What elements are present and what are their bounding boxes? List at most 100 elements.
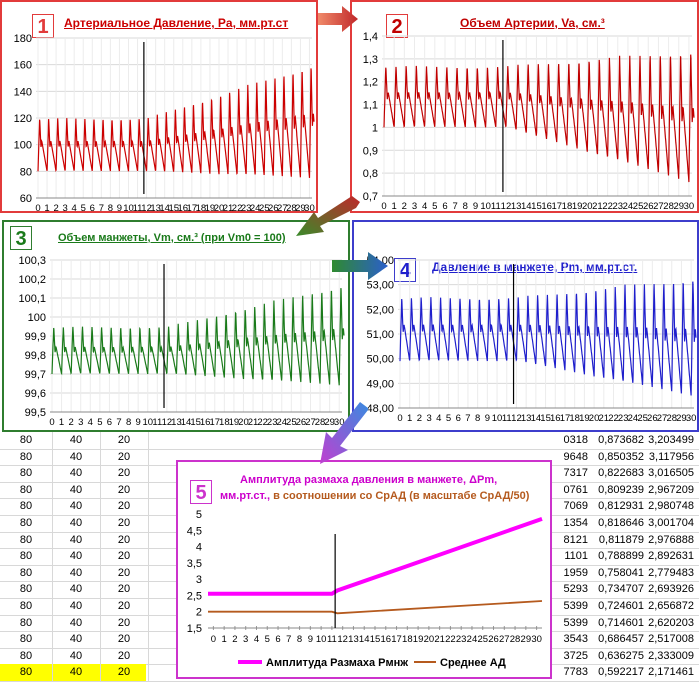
x-tick-label: 30 bbox=[686, 413, 697, 424]
x-tick-label: 6 bbox=[107, 417, 112, 428]
chart-panel-cuff-volume[interactable]: 3 Объем манжеты, Vm, см.³ (при Vm0 = 100… bbox=[2, 220, 350, 432]
table-cell: 20 bbox=[117, 450, 131, 463]
y-tick-label: 1 bbox=[372, 122, 378, 134]
y-tick-label: 48,00 bbox=[366, 403, 394, 415]
table-cell: 7783 bbox=[563, 666, 588, 679]
table-cell: 2,980748 bbox=[648, 500, 694, 513]
x-tick-label: 6 bbox=[90, 203, 95, 213]
x-tick-label: 5 bbox=[97, 417, 102, 428]
chart-panel-artery-volume[interactable]: 2 Объем Артерии, Va, см.³ 1,4 1,3 1,2 1,1 1 0… bbox=[350, 0, 699, 213]
grid-line bbox=[148, 432, 149, 681]
chart-panel-amplitude[interactable]: 5 Амплитуда размаха давления в манжете, … bbox=[176, 460, 552, 679]
x-tick-label: 8 bbox=[108, 203, 113, 213]
x-tick-label: 28 bbox=[510, 634, 521, 645]
table-cell: 2,967209 bbox=[648, 483, 694, 496]
table-cell: 0,636275 bbox=[598, 649, 644, 662]
x-tick-label: 23 bbox=[612, 201, 623, 212]
table-cell: 20 bbox=[117, 483, 131, 496]
x-tick-label: 23 bbox=[618, 413, 629, 424]
x-tick-label: 10 bbox=[492, 413, 503, 424]
cuff-pressure-chart: 54,0053,0052,0051,0050,0049,0048,0001234… bbox=[366, 255, 697, 424]
x-tick-label: 15 bbox=[531, 201, 542, 212]
x-tick-label: 18 bbox=[402, 634, 413, 645]
x-tick-label: 16 bbox=[380, 634, 391, 645]
table-cell: 5399 bbox=[563, 600, 588, 612]
chart-title: Объем манжеты, Vm, см.³ (при Vm0 = 100) bbox=[58, 232, 286, 244]
table-cell: 80 bbox=[19, 550, 33, 563]
artery-volume-chart: 1,41,31,21,110,90,80,70 1 2 3 4 5 6 7 8 9 10 11 12 13… bbox=[363, 31, 695, 212]
x-tick-label: 9 bbox=[485, 413, 490, 424]
table-cell: 2,171461 bbox=[648, 666, 694, 679]
table-cell: 3543 bbox=[563, 633, 588, 646]
y-tick-label: 4 bbox=[196, 542, 202, 554]
x-tick-label: 16 bbox=[177, 203, 188, 213]
y-tick-label: 160 bbox=[14, 60, 32, 72]
x-tick-label: 2 bbox=[68, 417, 73, 428]
y-tick-label: 100,3 bbox=[18, 255, 46, 267]
plot-area: 1,41,31,21,110,90,80,70 1 2 3 4 5 6 7 8 9 10 11 12 13… bbox=[363, 31, 695, 212]
table-cell: 20 bbox=[117, 517, 131, 529]
table-cell: 40 bbox=[69, 500, 83, 513]
table-cell: 80 bbox=[19, 450, 33, 463]
table-cell: 7069 bbox=[563, 500, 588, 513]
x-tick-label: 10 bbox=[480, 201, 491, 212]
x-tick-label: 1 bbox=[222, 634, 227, 645]
x-tick-label: 3 bbox=[426, 413, 431, 424]
x-tick-label: 20 bbox=[214, 203, 225, 213]
table-cell: 0,724601 bbox=[598, 600, 644, 612]
table-cell: 0,758041 bbox=[598, 566, 644, 579]
x-tick-label: 14 bbox=[521, 201, 532, 212]
x-tick-label: 30 bbox=[334, 417, 345, 428]
table-cell: 0,686457 bbox=[598, 633, 644, 646]
legend-label: Среднее АД bbox=[440, 657, 506, 669]
table-cell: 0,822683 bbox=[598, 467, 644, 480]
x-tick-label: 27 bbox=[277, 203, 288, 213]
x-tick-label: 3 bbox=[412, 201, 417, 212]
table-cell: 0,873682 bbox=[598, 434, 644, 446]
x-tick-label: 23 bbox=[456, 634, 467, 645]
x-tick-label: 19 bbox=[572, 201, 583, 212]
x-tick-label: 22 bbox=[445, 634, 456, 645]
chart-title: Объем Артерии, Va, см.³ bbox=[460, 16, 605, 30]
x-tick-label: 7 bbox=[465, 413, 470, 424]
table-cell: 80 bbox=[19, 600, 33, 612]
table-cell: 40 bbox=[69, 649, 83, 662]
table-cell: 0,850352 bbox=[598, 450, 644, 463]
chart-panel-arterial-pressure[interactable]: 1 Артериальное Давление, Pa, мм.рт.ст 18… bbox=[0, 0, 318, 213]
chart-panel-cuff-pressure[interactable]: 4 Давление в манжете, Pm, мм.рт.ст. 54,0… bbox=[352, 220, 699, 432]
panel-number-badge: 5 bbox=[190, 480, 212, 504]
x-tick-label: 18 bbox=[196, 203, 207, 213]
x-tick-label: 0 bbox=[381, 201, 386, 212]
table-cell: 8121 bbox=[563, 533, 588, 546]
x-tick-label: 0 bbox=[211, 634, 216, 645]
table-cell: 80 bbox=[19, 500, 33, 513]
table-cell: 80 bbox=[19, 649, 33, 662]
plot-area: 54,543,532,521,50 1 2 3 4 5 6 7 8 9 10 11 12 13 14 15 16… bbox=[187, 509, 543, 645]
table-cell: 40 bbox=[69, 616, 83, 629]
table-cell: 20 bbox=[117, 666, 131, 679]
x-tick-label: 15 bbox=[168, 203, 179, 213]
x-tick-label: 25 bbox=[637, 413, 648, 424]
x-tick-label: 9 bbox=[473, 201, 478, 212]
x-tick-label: 28 bbox=[666, 413, 677, 424]
series-line bbox=[399, 281, 697, 396]
y-tick-label: 0,9 bbox=[363, 145, 378, 157]
table-cell: 2,656872 bbox=[648, 600, 694, 612]
x-tick-label: 24 bbox=[628, 413, 639, 424]
x-tick-label: 11 bbox=[491, 201, 501, 212]
x-tick-label: 30 bbox=[304, 203, 315, 213]
x-tick-label: 28 bbox=[286, 203, 297, 213]
table-cell: 7317 bbox=[563, 467, 588, 480]
x-tick-label: 8 bbox=[297, 634, 302, 645]
table-cell: 20 bbox=[117, 500, 131, 513]
x-tick-label: 24 bbox=[623, 201, 634, 212]
x-tick-label: 12 bbox=[337, 634, 348, 645]
table-cell: 1354 bbox=[563, 517, 588, 529]
table-cell: 0761 bbox=[563, 483, 588, 496]
legend-label: Амплитуда Размаха Рмнж bbox=[266, 657, 408, 669]
table-cell: 9648 bbox=[563, 450, 588, 463]
x-tick-label: 13 bbox=[348, 634, 359, 645]
y-tick-label: 50,00 bbox=[366, 354, 394, 366]
x-tick-label: 0 bbox=[397, 413, 402, 424]
x-tick-label: 24 bbox=[276, 417, 287, 428]
